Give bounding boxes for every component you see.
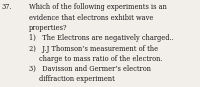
Text: 37.: 37. — [2, 3, 12, 11]
Text: properties?: properties? — [29, 24, 68, 32]
Text: Which of the following experiments is an: Which of the following experiments is an — [29, 3, 167, 11]
Text: 1)   The Electrons are negatively charged..: 1) The Electrons are negatively charged.… — [29, 34, 174, 42]
Text: charge to mass ratio of the electron.: charge to mass ratio of the electron. — [39, 55, 162, 63]
Text: evidence that electrons exhibit wave: evidence that electrons exhibit wave — [29, 14, 153, 22]
Text: 2)   J.J Thomson’s measurement of the: 2) J.J Thomson’s measurement of the — [29, 45, 158, 53]
Text: 3)   Davisson and Germer’s electron: 3) Davisson and Germer’s electron — [29, 65, 151, 73]
Text: diffraction experiment: diffraction experiment — [39, 75, 115, 83]
